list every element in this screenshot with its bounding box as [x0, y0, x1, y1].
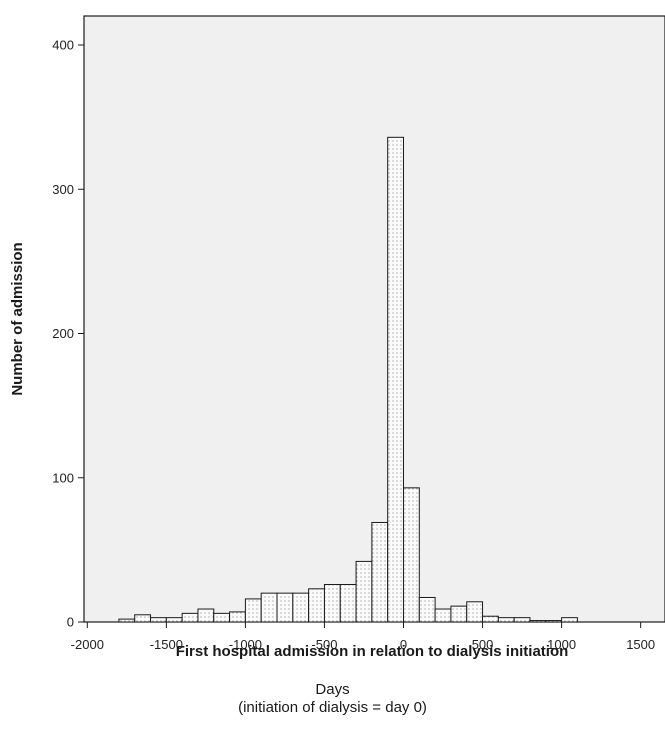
x-tick-label: -2000: [71, 637, 104, 652]
y-tick-label: 400: [52, 38, 74, 53]
x-tick-label: -500: [311, 637, 337, 652]
x-axis: -2000 -1500 -1000 -500 0 500 1000 1500: [71, 622, 655, 652]
histogram-bar: [513, 617, 531, 623]
histogram-bar: [529, 620, 547, 623]
y-axis-title: Number of admission: [9, 242, 26, 395]
histogram-bar: [387, 136, 405, 623]
histogram-bar: [545, 620, 563, 623]
histogram-bar: [165, 617, 183, 623]
histogram-bar: [450, 605, 468, 623]
histogram-bar: [371, 521, 389, 623]
histogram-bar: [561, 617, 578, 623]
histogram-bar: [150, 617, 167, 623]
caption-days: Days: [315, 681, 350, 698]
histogram-bar: [466, 601, 484, 623]
caption-day-zero-note: (initiation of dialysis = day 0): [238, 699, 427, 716]
x-axis-title: First hospital admission in relation to …: [176, 643, 569, 660]
x-tick-label: -1500: [150, 637, 183, 652]
x-tick-label: -1000: [229, 637, 262, 652]
histogram-bar: [482, 615, 499, 623]
y-tick-label: 300: [52, 182, 74, 197]
y-axis: 0 100 200 300 400: [52, 38, 84, 630]
histogram-bar: [244, 598, 262, 623]
x-tick-label: 1000: [547, 637, 576, 652]
x-tick-label: 0: [400, 637, 407, 652]
histogram-bar: [292, 592, 310, 623]
histogram-bar: [497, 617, 515, 623]
histogram-bar: [134, 614, 152, 623]
y-tick-label: 100: [52, 470, 74, 485]
histogram-bars: [118, 136, 578, 623]
histogram-bar: [229, 611, 246, 623]
histogram-bar: [308, 588, 325, 623]
y-tick-label: 200: [52, 326, 74, 341]
histogram-bar: [418, 596, 436, 623]
histogram-bar: [213, 612, 231, 623]
plot-area: [83, 15, 665, 623]
x-tick-label: 500: [472, 637, 494, 652]
histogram-bar: [276, 592, 294, 623]
histogram-bar: [434, 608, 452, 623]
histogram-bar: [181, 612, 199, 623]
histogram-bar: [118, 618, 136, 623]
x-tick-label: 1500: [626, 637, 655, 652]
histogram-bar: [355, 560, 373, 623]
histogram-bar: [339, 584, 357, 623]
histogram-bar: [260, 592, 278, 623]
y-tick-label: 0: [67, 615, 74, 630]
histogram-bar: [323, 584, 341, 623]
histogram-bar: [403, 487, 420, 623]
histogram-bar: [197, 608, 215, 623]
